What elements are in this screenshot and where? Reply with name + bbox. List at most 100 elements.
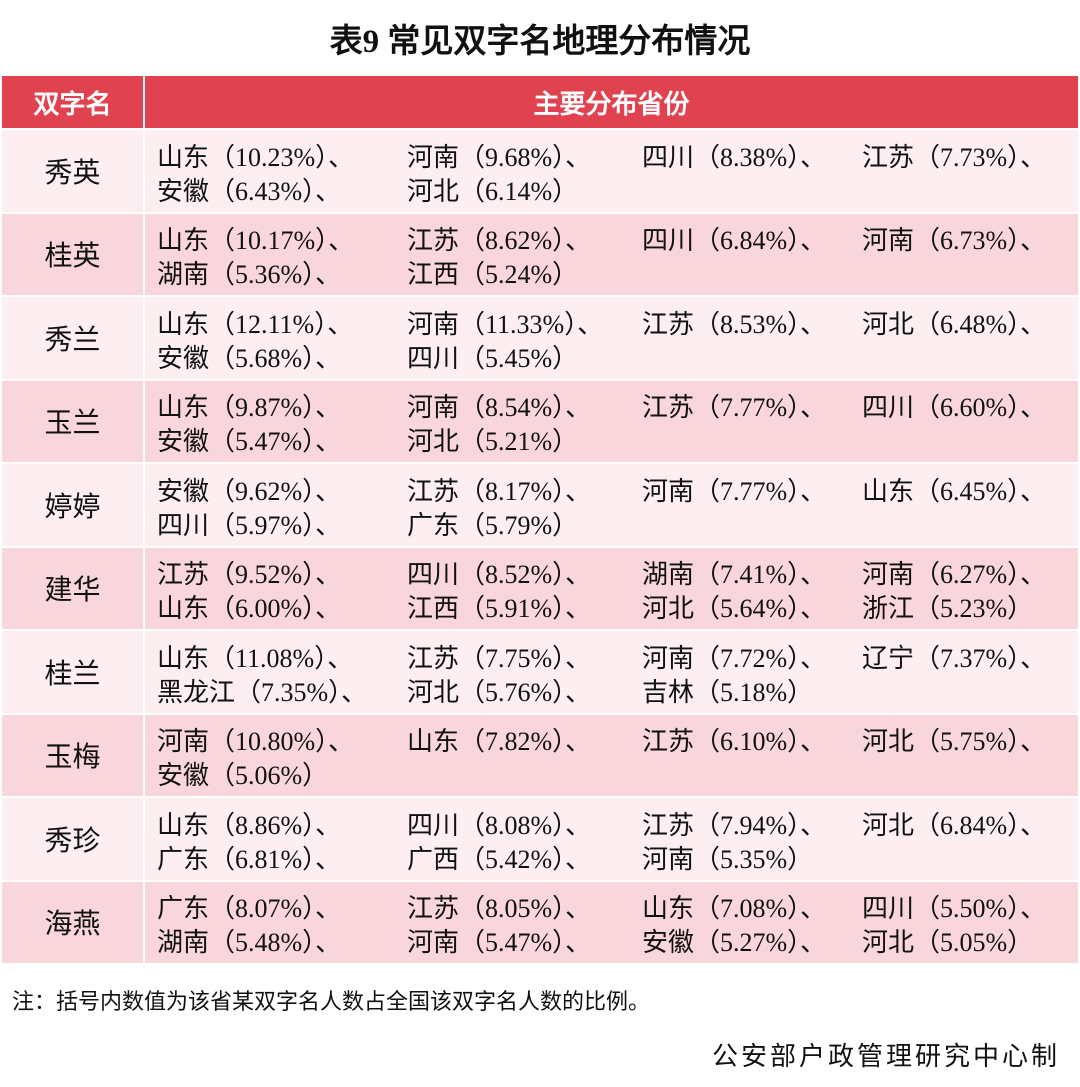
- province-entry: 河南（10.80%）、: [157, 727, 355, 757]
- province-entry: 湖南（5.36%）、: [157, 260, 342, 290]
- province-entry: 江苏（7.75%）、: [407, 643, 592, 673]
- province-entry: 山东（6.00%）、: [157, 594, 342, 624]
- province-entry: 黑龙江（7.35%）、: [157, 677, 368, 707]
- table-row: 海燕 广东（8.07%）、 江苏（8.05%）、 山东（7.08%）、 四川（5.50%…: [2, 881, 1078, 964]
- province-entry: 河南（9.68%）、: [407, 142, 592, 172]
- name-cell: 海燕: [2, 881, 145, 963]
- table-row: 秀珍 山东（8.86%）、 四川（8.08%）、 江苏（7.94%）、 河北（6.84%…: [2, 798, 1078, 880]
- province-entry: 江苏（8.05%）、: [407, 894, 592, 924]
- province-entry: 河南（7.72%）、: [642, 643, 827, 673]
- province-entry: 吉林（5.18%）: [642, 677, 814, 707]
- province-entry: 湖南（5.48%）、: [157, 928, 342, 958]
- provinces-cell: 安徽（9.62%）、 江苏（8.17%）、 河南（7.77%）、 山东（6.45%）、…: [145, 464, 1078, 546]
- province-entry: 河南（7.77%）、: [642, 476, 827, 506]
- province-entry: 山东（7.08%）、: [642, 894, 827, 924]
- note: 注：括号内数值为该省某双字名人数占全国该双字名人数的比例。: [12, 989, 651, 1014]
- province-entry: 河南（6.73%）、: [862, 226, 1047, 256]
- provinces-cell: 山东（12.11%）、 河南（11.33%）、 江苏（8.53%）、 河北（6.48%…: [145, 297, 1078, 379]
- province-entry: 江苏（6.10%）、: [642, 727, 827, 757]
- source: 公安部户政管理研究中心制: [711, 1042, 1060, 1071]
- provinces-cell: 山东（10.17%）、 江苏（8.62%）、 四川（6.84%）、 河南（6.73%）…: [145, 214, 1078, 296]
- provinces-cell: 山东（10.23%）、 河南（9.68%）、 四川（8.38%）、 江苏（7.73%）…: [145, 130, 1078, 212]
- province-entry: 山东（10.17%）、: [157, 226, 355, 256]
- provinces-cell: 河南（10.80%）、 山东（7.82%）、 江苏（6.10%）、 河北（5.75%）…: [145, 715, 1078, 797]
- name-cell: 玉梅: [2, 714, 145, 796]
- province-entry: 四川（5.50%）、: [862, 894, 1047, 924]
- province-entry: 河北（6.84%）、: [862, 810, 1047, 840]
- province-entry: 江西（5.91%）、: [407, 594, 592, 624]
- province-entry: 江苏（7.73%）、: [862, 142, 1047, 172]
- provinces-cell: 山东（9.87%）、 河南（8.54%）、 江苏（7.77%）、 四川（6.60%）、…: [145, 381, 1078, 463]
- table-row: 桂英 山东（10.17%）、 江苏（8.62%）、 四川（6.84%）、 河南（6.73…: [2, 213, 1078, 296]
- province-entry: 河南（11.33%）、: [407, 309, 604, 339]
- provinces-cell: 广东（8.07%）、 江苏（8.05%）、 山东（7.08%）、 四川（5.50%）、…: [145, 882, 1078, 964]
- table-row: 婷婷 安徽（9.62%）、 江苏（8.17%）、 河南（7.77%）、 山东（6.45%…: [2, 464, 1078, 546]
- province-entry: 河北（5.75%）、: [862, 727, 1047, 757]
- table-row: 玉梅 河南（10.80%）、 山东（7.82%）、 江苏（6.10%）、 河北（5.75…: [2, 714, 1078, 797]
- province-entry: 江苏（8.53%）、: [642, 309, 827, 339]
- province-entry: 河南（5.47%）、: [407, 928, 592, 958]
- name-cell: 婷婷: [2, 464, 145, 546]
- table-row: 秀英 山东（10.23%）、 河南（9.68%）、 四川（8.38%）、 江苏（7.73…: [2, 130, 1078, 212]
- name-cell: 桂兰: [2, 631, 145, 713]
- province-entry: 广东（5.79%）: [407, 510, 579, 540]
- name-cell: 秀英: [2, 130, 145, 212]
- province-entry: 四川（5.97%）、: [157, 510, 342, 540]
- name-cell: 秀珍: [2, 798, 145, 880]
- province-entry: 四川（6.84%）、: [642, 226, 827, 256]
- province-entry: 江苏（7.94%）、: [642, 810, 827, 840]
- province-entry: 江苏（8.17%）、: [407, 476, 592, 506]
- province-entry: 湖南（7.41%）、: [642, 560, 827, 590]
- province-entry: 山东（10.23%）、: [157, 142, 355, 172]
- province-entry: 山东（7.82%）、: [407, 727, 592, 757]
- province-entry: 河北（5.64%）、: [642, 594, 827, 624]
- header-cell: 双字名: [2, 76, 145, 128]
- province-entry: 四川（6.60%）、: [862, 393, 1047, 423]
- province-entry: 河南（8.54%）、: [407, 393, 592, 423]
- province-entry: 河北（6.48%）、: [862, 309, 1047, 339]
- header-row: 双字名 主要分布省份: [2, 76, 1078, 128]
- province-entry: 山东（11.08%）、: [157, 643, 354, 673]
- province-entry: 四川（8.08%）、: [407, 810, 592, 840]
- province-entry: 安徽（5.68%）、: [157, 343, 342, 373]
- table: 双字名 主要分布省份 秀英 山东（10.23%）、 河南（9.68%）、 四川（8.3…: [2, 76, 1078, 963]
- province-entry: 山东（12.11%）、: [157, 309, 354, 339]
- provinces-cell: 江苏（9.52%）、 四川（8.52%）、 湖南（7.41%）、 河南（6.27%）、…: [145, 548, 1078, 630]
- name-cell: 建华: [2, 547, 145, 629]
- table-row: 秀兰 山东（12.11%）、 河南（11.33%）、 江苏（8.53%）、 河北（6.4…: [2, 297, 1078, 379]
- table-row: 玉兰 山东（9.87%）、 河南（8.54%）、 江苏（7.77%）、 四川（6.60%…: [2, 380, 1078, 463]
- province-entry: 四川（8.52%）、: [407, 560, 592, 590]
- province-entry: 河南（5.35%）: [642, 844, 814, 874]
- province-entry: 安徽（5.06%）: [157, 761, 329, 791]
- province-entry: 安徽（9.62%）、: [157, 476, 342, 506]
- province-entry: 山东（6.45%）、: [862, 476, 1047, 506]
- header-cell: 主要分布省份: [533, 89, 690, 119]
- province-entry: 四川（8.38%）、: [642, 142, 827, 172]
- province-entry: 四川（5.45%）: [407, 343, 579, 373]
- province-entry: 河北（6.14%）: [407, 176, 579, 206]
- province-entry: 江苏（9.52%）、: [157, 560, 342, 590]
- province-entry: 山东（9.87%）、: [157, 393, 342, 423]
- province-entry: 江西（5.24%）: [407, 260, 579, 290]
- province-entry: 安徽（6.43%）、: [157, 176, 342, 206]
- province-entry: 河北（5.21%）: [407, 427, 579, 457]
- provinces-cell: 山东（8.86%）、 四川（8.08%）、 江苏（7.94%）、 河北（6.84%）、…: [145, 798, 1078, 880]
- name-cell: 桂英: [2, 213, 145, 295]
- province-entry: 广西（5.42%）、: [407, 844, 592, 874]
- province-entry: 广东（6.81%）、: [157, 844, 342, 874]
- province-entry: 广东（8.07%）、: [157, 894, 342, 924]
- province-entry: 浙江（5.23%）: [862, 594, 1034, 624]
- province-entry: 河北（5.76%）、: [407, 677, 592, 707]
- province-entry: 江苏（8.62%）、: [407, 226, 592, 256]
- name-cell: 玉兰: [2, 380, 145, 462]
- province-entry: 安徽（5.27%）、: [642, 928, 827, 958]
- province-entry: 辽宁（7.37%）、: [862, 643, 1047, 673]
- table-row: 建华 江苏（9.52%）、 四川（8.52%）、 湖南（7.41%）、 河南（6.27%…: [2, 547, 1078, 630]
- name-cell: 秀兰: [2, 297, 145, 379]
- province-entry: 河北（5.05%）: [862, 928, 1034, 958]
- province-entry: 江苏（7.77%）、: [642, 393, 827, 423]
- province-entry: 河南（6.27%）、: [862, 560, 1047, 590]
- table-row: 桂兰 山东（11.08%）、 江苏（7.75%）、 河南（7.72%）、 辽宁（7.37…: [2, 631, 1078, 713]
- title: 表9 常见双字名地理分布情况: [329, 24, 751, 60]
